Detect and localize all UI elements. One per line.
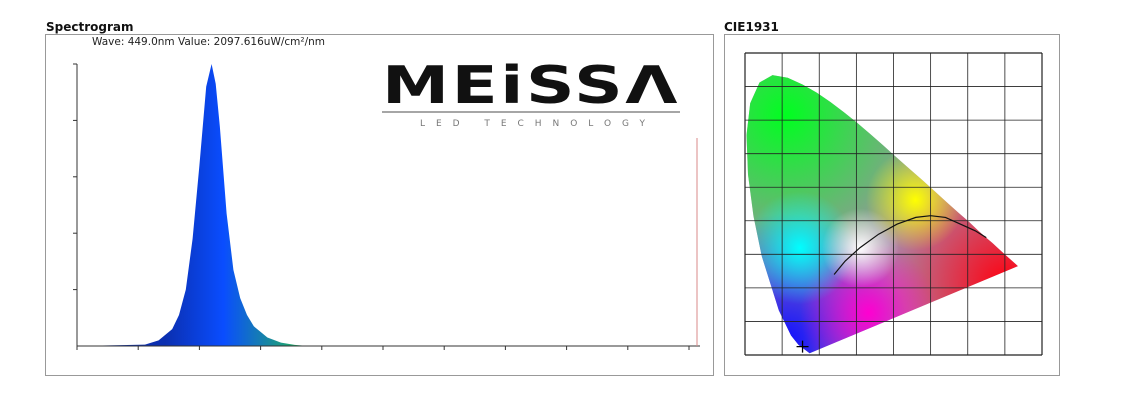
cie-gamut	[746, 75, 1018, 354]
cie-chart[interactable]	[724, 34, 1060, 376]
chromaticity-point-marker	[796, 340, 809, 353]
svg-text:LED TECHNOLOGY: LED TECHNOLOGY	[420, 119, 646, 129]
spectrum-area	[77, 64, 689, 346]
spectrogram-readout: Wave: 449.0nm Value: 2097.616uW/cm²/nm	[92, 36, 325, 48]
planckian-locus	[833, 215, 987, 275]
meissa-logo: MEiSSΛ LED TECHNOLOGY	[382, 56, 680, 129]
spectrogram-title: Spectrogram	[46, 20, 134, 34]
spectrogram-panel	[45, 34, 714, 376]
svg-text:MEiSSΛ: MEiSSΛ	[382, 56, 680, 116]
spectrogram-chart[interactable]: MEiSSΛ LED TECHNOLOGY	[0, 0, 720, 380]
cie-title: CIE1931	[724, 20, 779, 34]
